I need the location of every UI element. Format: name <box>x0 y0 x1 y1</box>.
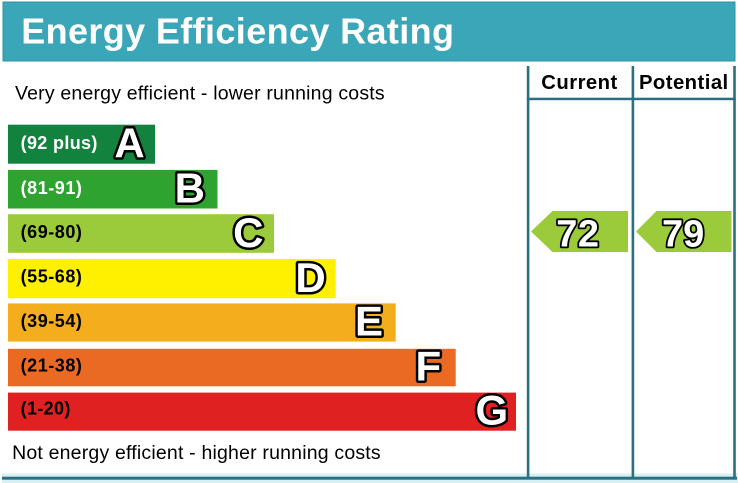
svg-text:G: G <box>475 387 508 434</box>
svg-text:A: A <box>114 120 144 167</box>
svg-text:(69-80): (69-80) <box>21 222 83 242</box>
svg-text:(92 plus): (92 plus) <box>21 133 98 153</box>
svg-text:B: B <box>175 165 205 212</box>
svg-text:C: C <box>233 209 263 256</box>
svg-text:(39-54): (39-54) <box>21 311 83 331</box>
svg-text:E: E <box>355 298 383 345</box>
svg-text:72: 72 <box>556 213 599 255</box>
svg-text:Energy Efficiency Rating: Energy Efficiency Rating <box>21 11 454 52</box>
svg-text:Very energy efficient - lower: Very energy efficient - lower running co… <box>15 83 385 105</box>
svg-text:(21-38): (21-38) <box>21 356 83 376</box>
svg-text:F: F <box>415 342 441 389</box>
svg-text:79: 79 <box>662 213 704 255</box>
svg-text:Current: Current <box>541 72 617 94</box>
svg-text:Potential: Potential <box>639 72 729 94</box>
svg-text:(81-91): (81-91) <box>21 178 83 198</box>
svg-text:(1-20): (1-20) <box>21 399 71 419</box>
svg-text:Not energy efficient - higher: Not energy efficient - higher running co… <box>12 442 381 464</box>
svg-text:(55-68): (55-68) <box>21 267 83 287</box>
svg-text:D: D <box>295 254 325 301</box>
